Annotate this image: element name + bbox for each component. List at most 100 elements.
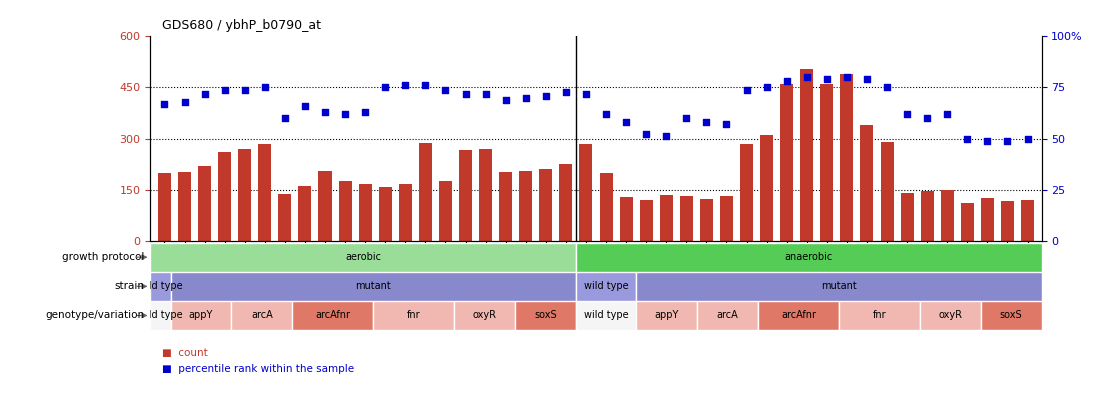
Point bbox=[958, 135, 976, 142]
Text: strain: strain bbox=[115, 281, 145, 291]
Bar bbox=[170, 301, 232, 330]
Point bbox=[1018, 135, 1036, 142]
Bar bbox=[455, 301, 515, 330]
Bar bbox=[579, 144, 593, 241]
Point bbox=[316, 109, 334, 115]
Text: appY: appY bbox=[189, 311, 213, 320]
Bar bbox=[339, 181, 352, 241]
Bar bbox=[860, 125, 873, 241]
Point bbox=[437, 86, 455, 93]
Bar bbox=[1001, 201, 1014, 241]
Text: wild type: wild type bbox=[138, 311, 183, 320]
Bar bbox=[515, 301, 576, 330]
Bar bbox=[232, 301, 292, 330]
Bar bbox=[519, 171, 532, 241]
Text: GDS680 / ybhP_b0790_at: GDS680 / ybhP_b0790_at bbox=[162, 19, 321, 32]
Point bbox=[397, 82, 414, 89]
Bar bbox=[419, 143, 432, 241]
Bar bbox=[258, 144, 272, 241]
Point bbox=[196, 90, 214, 97]
Bar bbox=[576, 272, 636, 301]
Point bbox=[657, 133, 675, 140]
Point bbox=[617, 119, 635, 126]
Bar bbox=[299, 186, 312, 241]
Point bbox=[256, 84, 274, 91]
Bar bbox=[900, 193, 913, 241]
Bar bbox=[158, 173, 170, 241]
Point bbox=[938, 111, 956, 117]
Bar bbox=[399, 184, 412, 241]
Bar bbox=[178, 172, 190, 241]
Bar bbox=[619, 197, 633, 241]
Bar bbox=[820, 84, 833, 241]
Bar bbox=[292, 301, 373, 330]
Bar bbox=[758, 301, 839, 330]
Point bbox=[898, 111, 916, 117]
Point bbox=[798, 74, 815, 81]
Text: wild type: wild type bbox=[584, 281, 628, 291]
Bar bbox=[880, 142, 893, 241]
Point bbox=[858, 76, 876, 83]
Point bbox=[236, 86, 254, 93]
Point bbox=[276, 115, 294, 122]
Bar bbox=[373, 301, 455, 330]
Text: wild type: wild type bbox=[138, 281, 183, 291]
Point bbox=[737, 86, 755, 93]
Text: arcA: arcA bbox=[251, 311, 273, 320]
Point bbox=[818, 76, 836, 83]
Point bbox=[778, 78, 795, 85]
Point bbox=[356, 109, 374, 115]
Point bbox=[176, 98, 194, 105]
Bar bbox=[700, 199, 713, 241]
Point bbox=[477, 90, 495, 97]
Bar bbox=[319, 171, 332, 241]
Bar bbox=[150, 301, 170, 330]
Bar bbox=[198, 166, 212, 241]
Point bbox=[457, 90, 475, 97]
Point bbox=[577, 90, 595, 97]
Bar bbox=[920, 301, 980, 330]
Bar bbox=[839, 301, 920, 330]
Bar bbox=[740, 144, 753, 241]
Bar bbox=[539, 169, 553, 241]
Bar bbox=[680, 196, 693, 241]
Bar bbox=[499, 172, 512, 241]
Bar bbox=[238, 149, 252, 241]
Point bbox=[497, 96, 515, 103]
Bar bbox=[479, 149, 492, 241]
Text: ■  count: ■ count bbox=[162, 348, 207, 358]
Point bbox=[998, 137, 1016, 144]
Text: genotype/variation: genotype/variation bbox=[46, 311, 145, 320]
Bar bbox=[278, 194, 292, 241]
Bar bbox=[576, 301, 636, 330]
Bar bbox=[439, 181, 452, 241]
Text: ■  percentile rank within the sample: ■ percentile rank within the sample bbox=[162, 364, 353, 374]
Bar bbox=[1022, 200, 1034, 241]
Bar bbox=[150, 272, 170, 301]
Bar bbox=[780, 84, 793, 241]
Point bbox=[677, 115, 695, 122]
Point bbox=[838, 74, 856, 81]
Bar bbox=[760, 135, 773, 241]
Bar bbox=[659, 195, 673, 241]
Bar bbox=[980, 301, 1042, 330]
Bar bbox=[559, 164, 573, 241]
Bar bbox=[170, 272, 576, 301]
Text: mutant: mutant bbox=[355, 281, 391, 291]
Text: arcAfnr: arcAfnr bbox=[315, 311, 350, 320]
Point bbox=[918, 115, 936, 122]
Point bbox=[637, 131, 655, 138]
Text: soxS: soxS bbox=[1000, 311, 1023, 320]
Bar bbox=[459, 150, 472, 241]
Bar bbox=[920, 191, 934, 241]
Text: oxyR: oxyR bbox=[938, 311, 962, 320]
Text: growth protocol: growth protocol bbox=[62, 252, 145, 262]
Text: wild type: wild type bbox=[584, 311, 628, 320]
Point bbox=[557, 88, 575, 95]
Bar bbox=[359, 184, 372, 241]
Text: arcA: arcA bbox=[716, 311, 739, 320]
Point bbox=[156, 100, 174, 107]
Text: aerobic: aerobic bbox=[345, 252, 381, 262]
Text: soxS: soxS bbox=[534, 311, 557, 320]
Point bbox=[417, 82, 434, 89]
